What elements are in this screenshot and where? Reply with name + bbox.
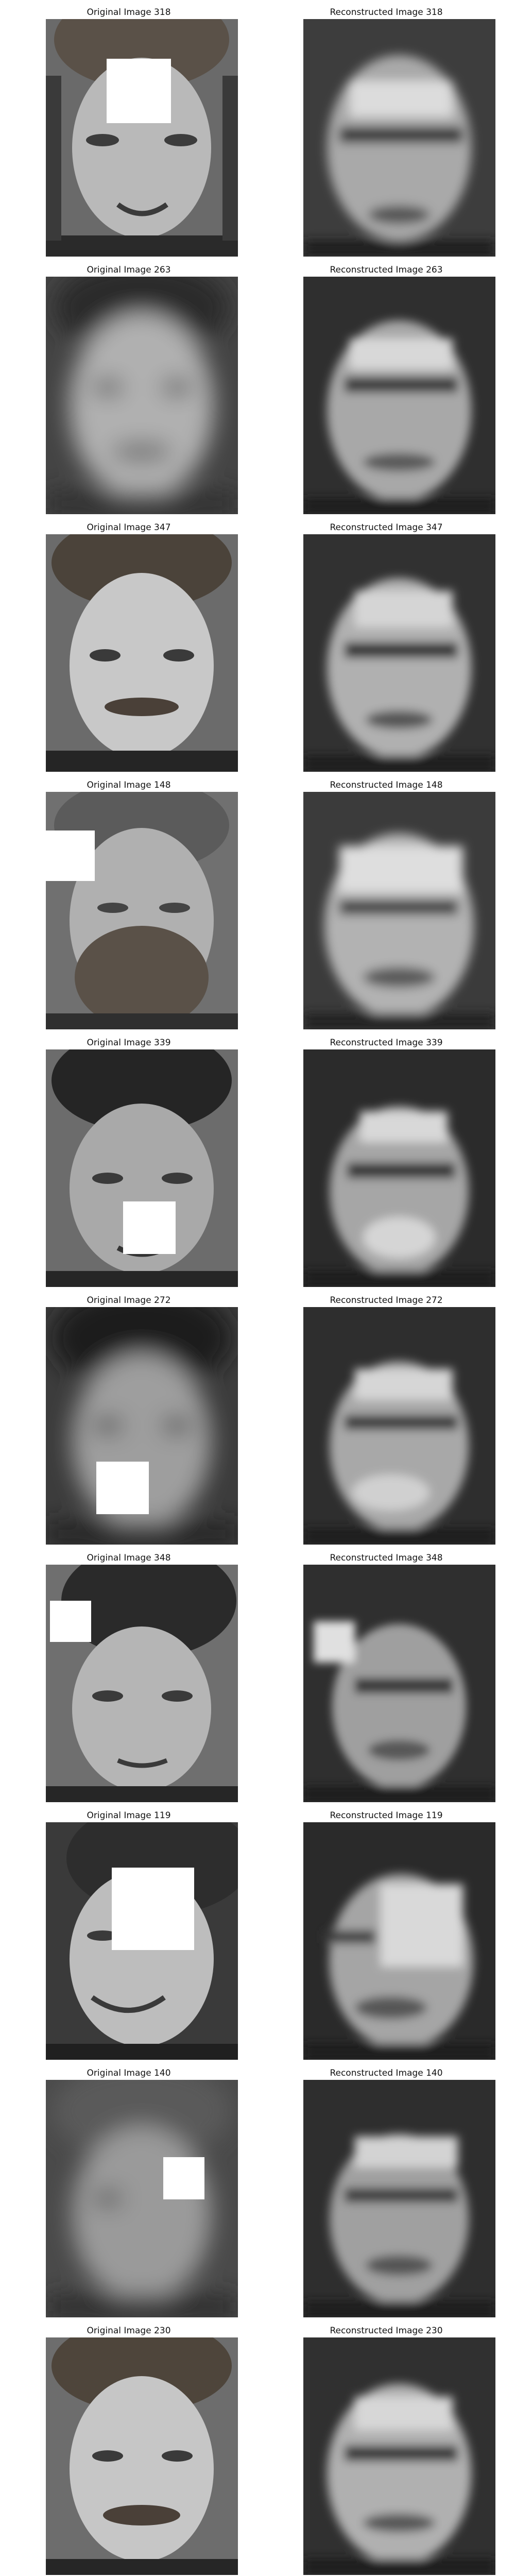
reconstructed-face-image <box>303 1565 495 1802</box>
comparison-row: Original Image 140 Reconstructed Image 1… <box>0 2061 515 2318</box>
original-face-image <box>46 1565 238 1802</box>
occlusion-mask <box>107 59 171 123</box>
original-image-cell: Original Image 119 <box>0 1803 258 2061</box>
face-reconstruction <box>303 1307 495 1545</box>
reconstructed-face-image <box>303 1307 495 1545</box>
reconstructed-face-image <box>303 2080 495 2317</box>
original-image-cell: Original Image 140 <box>0 2061 258 2318</box>
original-face-image <box>46 1049 238 1287</box>
face-photo <box>46 792 238 1029</box>
reconstructed-image-cell: Reconstructed Image 119 <box>258 1803 515 2061</box>
reconstructed-image-title: Reconstructed Image 119 <box>330 1810 443 1821</box>
face-photo <box>46 534 238 772</box>
reconstructed-face-image <box>303 1822 495 2060</box>
comparison-row: Original Image 339 Reconstructed Image 3… <box>0 1030 515 1288</box>
original-image-title: Original Image 140 <box>87 2068 171 2078</box>
original-face-image <box>46 1822 238 2060</box>
reconstructed-image-title: Reconstructed Image 230 <box>330 2326 443 2336</box>
face-reconstruction <box>303 277 495 514</box>
face-reconstruction <box>303 534 495 772</box>
original-face-image <box>46 2337 238 2575</box>
comparison-row: Original Image 272 Reconstructed I <box>0 1288 515 1546</box>
original-image-title: Original Image 339 <box>87 1038 171 1048</box>
original-image-cell: Original Image 348 <box>0 1546 258 1803</box>
face-reconstruction <box>303 2080 495 2317</box>
reconstructed-face-image <box>303 792 495 1029</box>
original-image-title: Original Image 263 <box>87 265 171 275</box>
face-photo <box>46 19 238 257</box>
face-reconstruction <box>303 19 495 257</box>
original-image-title: Original Image 272 <box>87 1295 171 1306</box>
original-image-cell: Original Image 230 <box>0 2318 258 2576</box>
reconstructed-face-image <box>303 534 495 772</box>
reconstructed-face-image <box>303 19 495 257</box>
reconstructed-image-title: Reconstructed Image 347 <box>330 522 443 533</box>
reconstructed-image-cell: Reconstructed Image 230 <box>258 2318 515 2576</box>
reconstructed-image-cell: Reconstructed Image 347 <box>258 515 515 773</box>
original-image-title: Original Image 148 <box>87 780 171 790</box>
reconstructed-image-title: Reconstructed Image 272 <box>330 1295 443 1306</box>
original-image-title: Original Image 348 <box>87 1553 171 1563</box>
reconstructed-image-title: Reconstructed Image 263 <box>330 265 443 275</box>
reconstructed-image-cell: Reconstructed Image 263 <box>258 258 515 515</box>
reconstructed-image-cell: Reconstructed Image 140 <box>258 2061 515 2318</box>
reconstructed-image-cell: Reconstructed Image 348 <box>258 1546 515 1803</box>
occlusion-mask <box>46 831 95 881</box>
original-image-cell: Original Image 272 <box>0 1288 258 1546</box>
comparison-row: Original Image 119 Reconstructed Image 1… <box>0 1803 515 2061</box>
face-photo <box>46 1307 238 1545</box>
original-face-image <box>46 534 238 772</box>
original-image-cell: Original Image 263 <box>0 258 258 515</box>
original-image-title: Original Image 119 <box>87 1810 171 1821</box>
face-reconstruction <box>303 1565 495 1802</box>
reconstructed-face-image <box>303 277 495 514</box>
comparison-row: Original Image 148 Reconstructed Image 1… <box>0 773 515 1030</box>
original-image-title: Original Image 347 <box>87 522 171 533</box>
reconstructed-image-title: Reconstructed Image 148 <box>330 780 443 790</box>
reconstructed-image-cell: Reconstructed Image 339 <box>258 1030 515 1288</box>
original-image-cell: Original Image 347 <box>0 515 258 773</box>
reconstructed-image-cell: Reconstructed Image 272 <box>258 1288 515 1546</box>
reconstructed-image-title: Reconstructed Image 318 <box>330 7 443 18</box>
original-image-cell: Original Image 148 <box>0 773 258 1030</box>
face-photo <box>46 2337 238 2575</box>
original-image-title: Original Image 230 <box>87 2326 171 2336</box>
occlusion-mask <box>50 1601 91 1642</box>
comparison-row: Original Image 318 Reconstructed Image 3… <box>0 0 515 258</box>
reconstructed-image-cell: Reconstructed Image 148 <box>258 773 515 1030</box>
reconstructed-face-image <box>303 2337 495 2575</box>
original-image-cell: Original Image 339 <box>0 1030 258 1288</box>
reconstructed-image-title: Reconstructed Image 140 <box>330 2068 443 2078</box>
original-face-image <box>46 277 238 514</box>
original-face-image <box>46 19 238 257</box>
face-photo <box>46 1049 238 1287</box>
original-image-title: Original Image 318 <box>87 7 171 18</box>
original-face-image <box>46 2080 238 2317</box>
original-face-image <box>46 792 238 1029</box>
comparison-row: Original Image 348 Reconstructed Image 3… <box>0 1546 515 1803</box>
comparison-row: Original Image 347 Reconstructed Image 3… <box>0 515 515 773</box>
occlusion-mask <box>112 1868 194 1950</box>
reconstructed-image-cell: Reconstructed Image 318 <box>258 0 515 258</box>
comparison-row: Original Image 263 Reconstruct <box>0 258 515 515</box>
original-image-cell: Original Image 318 <box>0 0 258 258</box>
face-reconstruction <box>303 1822 495 2060</box>
occlusion-mask <box>123 1201 176 1254</box>
reconstructed-face-image <box>303 1049 495 1287</box>
face-reconstruction <box>303 1049 495 1287</box>
face-reconstruction <box>303 2337 495 2575</box>
occlusion-mask <box>163 2157 204 2199</box>
reconstructed-image-title: Reconstructed Image 348 <box>330 1553 443 1563</box>
original-face-image <box>46 1307 238 1545</box>
face-photo <box>46 2080 238 2317</box>
face-reconstruction <box>303 792 495 1029</box>
face-photo <box>46 277 238 514</box>
occlusion-mask <box>96 1462 149 1514</box>
reconstructed-image-title: Reconstructed Image 339 <box>330 1038 443 1048</box>
comparison-row: Original Image 230 Reconstructed Image 2… <box>0 2318 515 2576</box>
